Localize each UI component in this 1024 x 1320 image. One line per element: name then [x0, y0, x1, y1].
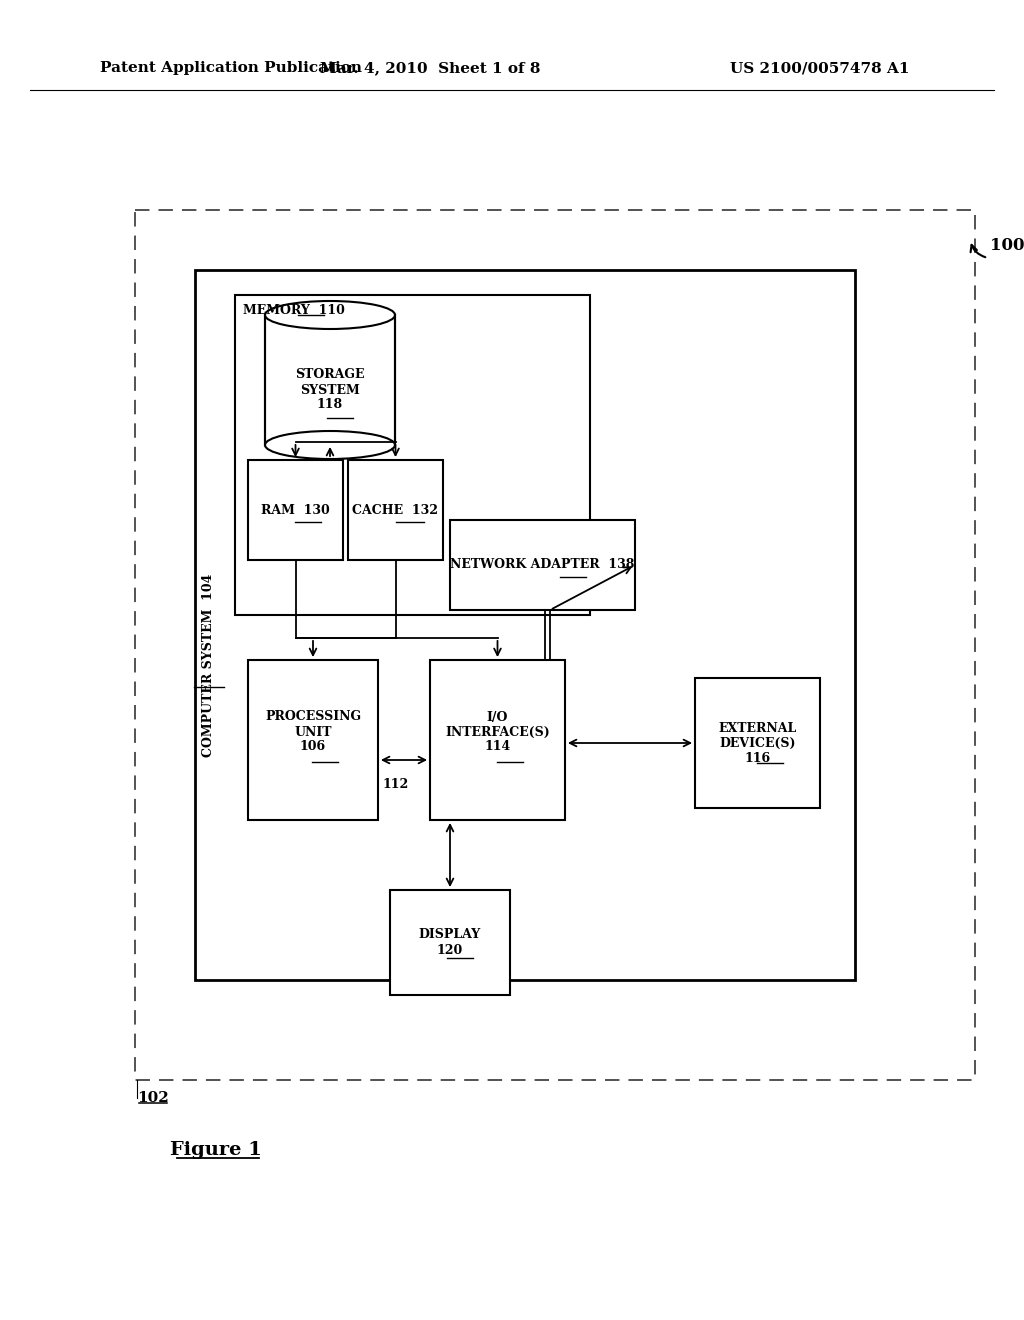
- Text: PROCESSING
UNIT
106: PROCESSING UNIT 106: [265, 710, 361, 754]
- Bar: [265, 315, 395, 445]
- Bar: [348, 459, 443, 560]
- Text: Figure 1: Figure 1: [170, 1140, 262, 1159]
- Text: EXTERNAL
DEVICE(S)
116: EXTERNAL DEVICE(S) 116: [719, 722, 797, 764]
- Bar: [248, 459, 343, 560]
- Text: COMPUTER SYSTEM  104: COMPUTER SYSTEM 104: [203, 573, 215, 756]
- Text: CACHE  132: CACHE 132: [352, 503, 438, 516]
- Bar: [248, 660, 378, 820]
- Ellipse shape: [265, 432, 395, 459]
- Text: I/O
INTERFACE(S)
114: I/O INTERFACE(S) 114: [445, 710, 550, 754]
- Text: 100: 100: [990, 236, 1024, 253]
- Text: Mar. 4, 2010  Sheet 1 of 8: Mar. 4, 2010 Sheet 1 of 8: [319, 61, 541, 75]
- Text: DISPLAY
120: DISPLAY 120: [419, 928, 481, 957]
- Bar: [450, 520, 635, 610]
- Bar: [695, 678, 820, 808]
- Ellipse shape: [265, 301, 395, 329]
- Text: RAM  130: RAM 130: [261, 503, 330, 516]
- Bar: [430, 660, 565, 820]
- Text: STORAGE
SYSTEM
118: STORAGE SYSTEM 118: [295, 368, 365, 412]
- Bar: [195, 271, 855, 979]
- Text: 102: 102: [137, 1092, 169, 1105]
- Text: NETWORK ADAPTER  138: NETWORK ADAPTER 138: [451, 558, 635, 572]
- Text: 112: 112: [383, 779, 410, 792]
- Text: MEMORY  110: MEMORY 110: [243, 305, 345, 318]
- Bar: [135, 210, 975, 1080]
- Text: Patent Application Publication: Patent Application Publication: [100, 61, 362, 75]
- Bar: [234, 294, 590, 615]
- Text: US 2100/0057478 A1: US 2100/0057478 A1: [730, 61, 909, 75]
- Bar: [390, 890, 510, 995]
